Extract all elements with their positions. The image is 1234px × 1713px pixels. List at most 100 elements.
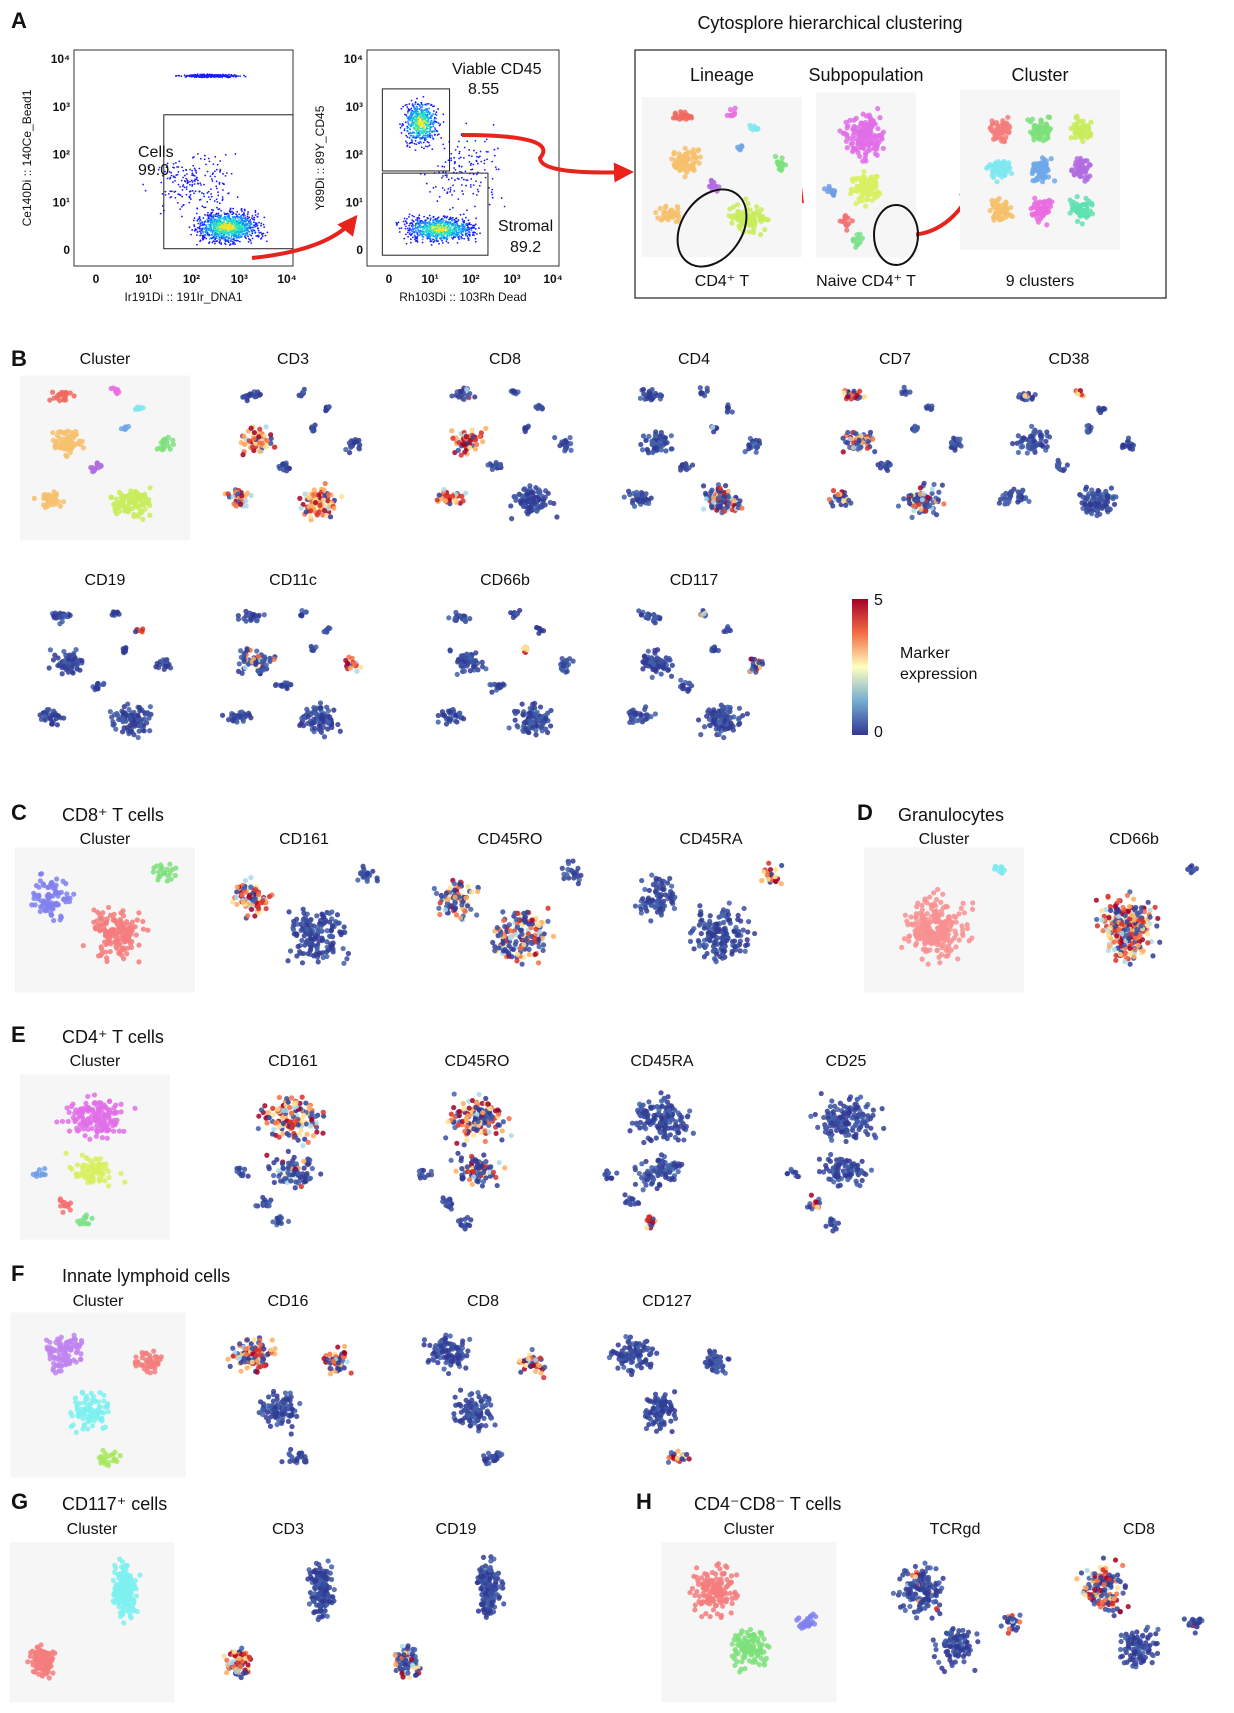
event-dot: [463, 146, 466, 149]
event-dot: [190, 233, 192, 236]
event-dot: [224, 174, 227, 177]
cell-dot: [1022, 393, 1028, 399]
event-dot: [191, 181, 194, 183]
event-dot: [195, 212, 198, 215]
event-dot: [451, 216, 454, 219]
cell-dot: [1120, 442, 1126, 448]
cell-dot: [311, 487, 317, 493]
event-dot: [444, 227, 447, 230]
event-dot: [236, 210, 239, 213]
event-dot: [418, 120, 421, 122]
event-dot: [453, 156, 456, 159]
event-dot: [234, 220, 237, 223]
event-dot: [212, 214, 215, 216]
event-dot: [465, 228, 468, 231]
event-dot: [227, 216, 230, 219]
event-dot: [203, 236, 206, 239]
event-dot: [190, 179, 193, 182]
event-dot: [439, 224, 442, 227]
event-dot: [248, 216, 251, 219]
event-dot: [236, 231, 238, 233]
event-dot: [416, 133, 419, 136]
event-dot: [225, 235, 228, 238]
event-dot: [428, 230, 431, 233]
event-dot: [439, 123, 442, 126]
event-dot: [472, 224, 474, 227]
event-dot: [423, 173, 426, 176]
cell-dot: [257, 426, 263, 432]
event-dot: [458, 152, 461, 155]
event-dot: [422, 130, 425, 133]
event-dot: [217, 212, 220, 215]
event-dot: [438, 242, 440, 245]
event-dot: [218, 241, 221, 244]
cell-dot: [455, 447, 461, 453]
cell-dot: [948, 444, 954, 450]
cell-dot: [131, 511, 137, 517]
event-dot: [213, 230, 216, 233]
event-dot: [406, 130, 409, 132]
event-dot: [221, 196, 224, 198]
event-dot: [190, 74, 193, 76]
cell-dot: [158, 439, 164, 446]
cell-dot: [72, 661, 78, 667]
event-dot: [424, 132, 427, 135]
event-dot: [416, 237, 419, 240]
cell-dot: [662, 440, 669, 446]
event-dot: [470, 178, 473, 180]
cell-dot: [460, 498, 466, 504]
event-dot: [440, 218, 443, 220]
cell-dot: [307, 513, 314, 519]
cell-dot: [153, 664, 159, 670]
event-dot: [437, 133, 440, 136]
cell-dot: [60, 499, 67, 505]
cell-dot: [458, 389, 464, 395]
cell-dot: [1084, 429, 1091, 435]
event-dot: [400, 107, 403, 110]
cell-dot: [257, 448, 263, 454]
cell-dot: [933, 512, 940, 518]
event-dot: [474, 227, 477, 230]
cell-dot: [703, 496, 709, 502]
event-dot: [230, 235, 233, 238]
event-dot: [207, 219, 210, 222]
cell-dot: [845, 440, 851, 446]
cell-dot: [731, 497, 737, 504]
event-dot: [444, 223, 447, 225]
event-dot: [472, 192, 475, 195]
event-dot: [416, 233, 419, 236]
cell-dot: [669, 446, 675, 452]
event-dot: [195, 176, 198, 179]
event-dot: [443, 230, 446, 233]
cell-dot: [449, 393, 455, 399]
event-dot: [426, 237, 429, 240]
cell-dot: [77, 441, 83, 447]
event-dot: [257, 227, 260, 230]
event-dot: [433, 238, 436, 241]
event-dot: [475, 180, 478, 183]
cell-dot: [64, 453, 70, 460]
event-dot: [239, 227, 242, 230]
event-dot: [465, 122, 468, 125]
event-dot: [414, 139, 417, 142]
event-dot: [428, 117, 431, 120]
event-dot: [228, 73, 230, 76]
event-dot: [410, 134, 413, 137]
event-dot: [408, 123, 410, 126]
event-dot: [450, 152, 453, 155]
event-dot: [220, 242, 223, 244]
event-dot: [495, 168, 498, 171]
cell-dot: [241, 433, 247, 439]
event-dot: [474, 240, 477, 243]
event-dot: [451, 206, 454, 209]
event-dot: [196, 73, 199, 76]
cell-dot: [700, 506, 707, 512]
event-dot: [207, 196, 210, 199]
event-dot: [424, 113, 427, 116]
event-dot: [189, 183, 191, 186]
event-dot: [438, 219, 441, 222]
event-dot: [451, 193, 453, 196]
event-dot: [199, 182, 202, 185]
event-dot: [431, 136, 434, 138]
event-dot: [465, 216, 467, 219]
